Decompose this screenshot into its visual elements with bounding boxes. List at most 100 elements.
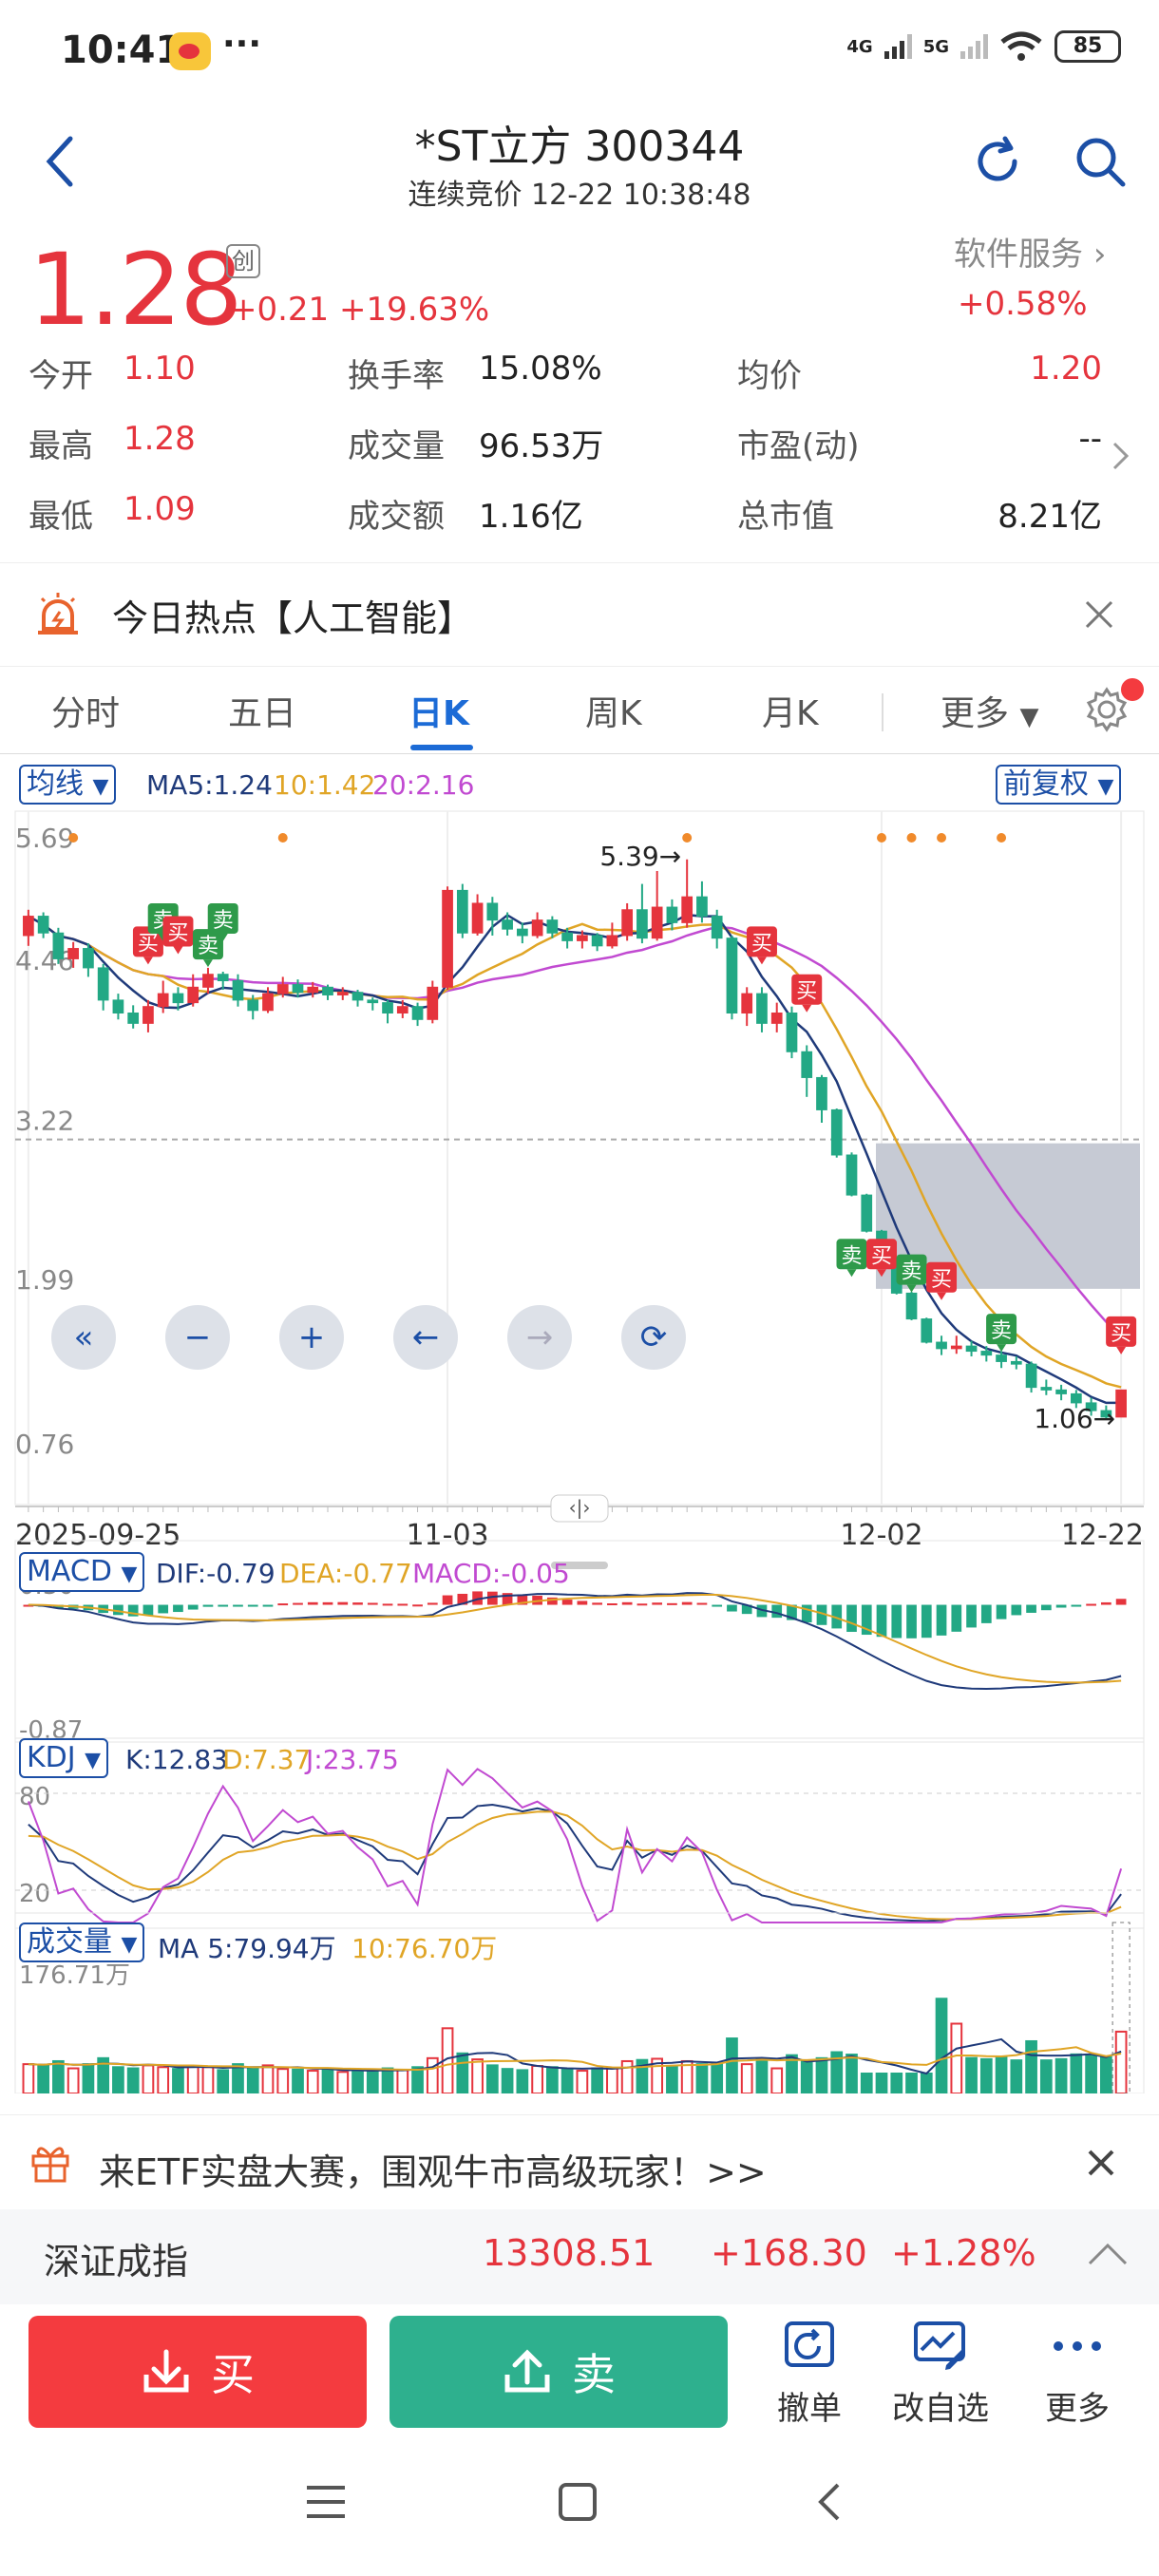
candle	[801, 1045, 813, 1097]
candle-body	[97, 967, 109, 1001]
refresh-icon[interactable]	[969, 133, 1026, 190]
cancel-order-icon	[785, 2321, 834, 2367]
candle-body	[157, 993, 169, 1008]
home-icon[interactable]	[557, 2481, 598, 2523]
volume-bar	[711, 2061, 724, 2093]
candle-body	[711, 916, 723, 939]
candle	[1115, 1389, 1127, 1418]
volume-bar	[501, 2068, 514, 2093]
candle-body	[456, 889, 468, 934]
volume-bar	[261, 2064, 275, 2093]
volume-bar	[591, 2067, 603, 2093]
candle-body	[816, 1076, 827, 1110]
wifi-icon	[1000, 31, 1042, 61]
macd-bar	[607, 1603, 618, 1606]
macd-bar	[816, 1604, 827, 1625]
volume-bar	[336, 2071, 350, 2093]
macd-bar	[980, 1604, 992, 1623]
adjust-selector-label: 前复权	[1003, 767, 1089, 801]
tab-more[interactable]: 更多 ▼	[940, 686, 1038, 735]
event-dot	[68, 833, 79, 843]
status-bar: 10:41 ··· 4G 5G 85	[0, 0, 1159, 104]
tab-daily-k[interactable]: 日K	[408, 694, 469, 733]
chevron-up-icon[interactable]	[1087, 2242, 1129, 2266]
index-ticker[interactable]	[0, 2209, 1159, 2304]
macd-bar	[427, 1602, 438, 1605]
macd-bar	[337, 1601, 349, 1605]
sell-marker: 卖	[836, 1239, 867, 1278]
volume-bar	[875, 2073, 888, 2093]
kdj-selector[interactable]: KDJ ▼	[19, 1738, 109, 1778]
candle-body	[606, 935, 618, 947]
buy-marker: 买	[162, 916, 194, 955]
marker-label: 买	[751, 932, 772, 956]
price-axis-label: 5.69	[15, 823, 74, 854]
candle-body	[531, 919, 543, 937]
tab-monthly-k[interactable]: 月K	[762, 694, 819, 733]
candle-body	[336, 992, 349, 995]
candle-body	[591, 935, 603, 947]
close-icon[interactable]	[1083, 598, 1115, 631]
battery-icon: 85	[1054, 30, 1121, 63]
macd-bar	[771, 1604, 783, 1619]
candle	[666, 899, 678, 931]
reset-button[interactable]: ⟳	[621, 1305, 686, 1370]
marker-box	[836, 1239, 867, 1270]
triangle-down-icon: ▼	[121, 1933, 138, 1957]
volume-bar	[740, 2063, 753, 2093]
cancel-order-button[interactable]: 撤单	[752, 2318, 866, 2429]
zoom-in-button[interactable]: +	[279, 1305, 344, 1370]
marker-label: 卖	[198, 935, 218, 958]
marker-box	[896, 1254, 927, 1285]
pan-left-button[interactable]: ←	[393, 1305, 458, 1370]
back-icon[interactable]	[42, 133, 80, 190]
event-dot	[937, 833, 947, 843]
more-button[interactable]: 更多	[1020, 2318, 1134, 2429]
marker-pointer	[997, 1344, 1007, 1353]
pan-right-button[interactable]: →	[507, 1305, 572, 1370]
edit-watchlist-button[interactable]: 改自选	[884, 2318, 998, 2429]
candle-body	[396, 1006, 408, 1013]
sell-marker: 卖	[986, 1314, 1017, 1353]
buy-button[interactable]: 买	[28, 2316, 367, 2428]
triangle-down-icon: ▼	[92, 775, 109, 799]
triangle-down-icon: ▼	[85, 1749, 102, 1772]
tab-timeshare[interactable]: 分时	[51, 694, 121, 733]
kline-chart[interactable]: 5.694.463.221.990.76买卖买卖卖买买卖买卖买卖买5.39→1.…	[0, 754, 1159, 2093]
candle	[67, 941, 80, 968]
search-icon[interactable]	[1072, 133, 1129, 190]
tab-five-day[interactable]: 五日	[228, 694, 297, 733]
ma5-line	[28, 913, 1122, 1405]
chart-drag-handle[interactable]: ‹|›	[550, 1494, 609, 1523]
today-volume-marker	[1112, 1922, 1130, 2093]
nav-back-icon[interactable]	[815, 2481, 844, 2523]
macd-selector[interactable]: MACD ▼	[19, 1552, 145, 1592]
menu-icon[interactable]	[304, 2483, 348, 2521]
promo-bar[interactable]	[0, 2114, 1159, 2209]
zoom-out-button[interactable]: −	[165, 1305, 230, 1370]
candle	[786, 1006, 798, 1059]
ma-selector[interactable]: 均线 ▼	[19, 765, 117, 805]
close-icon[interactable]	[1087, 2149, 1115, 2177]
tab-weekly-k[interactable]: 周K	[585, 694, 642, 733]
adjust-selector[interactable]: 前复权 ▼	[996, 765, 1122, 805]
macd-bar	[621, 1601, 633, 1605]
chevron-right-icon[interactable]	[1110, 439, 1132, 473]
event-dot	[906, 833, 917, 843]
marker-pointer	[218, 933, 228, 941]
candle	[83, 943, 94, 977]
candle-body	[23, 916, 34, 937]
sector-link[interactable]: 软件服务 ›	[954, 228, 1106, 275]
macd-bar	[756, 1604, 768, 1618]
volume-bar	[201, 2066, 215, 2093]
settings-gear-icon[interactable]	[1083, 686, 1130, 733]
fast-back-button[interactable]: «	[51, 1305, 116, 1370]
candle	[37, 912, 49, 938]
candle	[561, 927, 573, 949]
sell-button[interactable]: 卖	[390, 2316, 728, 2428]
candle-body	[666, 906, 678, 923]
candle-body	[112, 999, 124, 1013]
volume-selector[interactable]: 成交量 ▼	[19, 1923, 145, 1962]
hot-topic-bar[interactable]	[0, 562, 1159, 667]
volume-bar	[786, 2054, 798, 2093]
